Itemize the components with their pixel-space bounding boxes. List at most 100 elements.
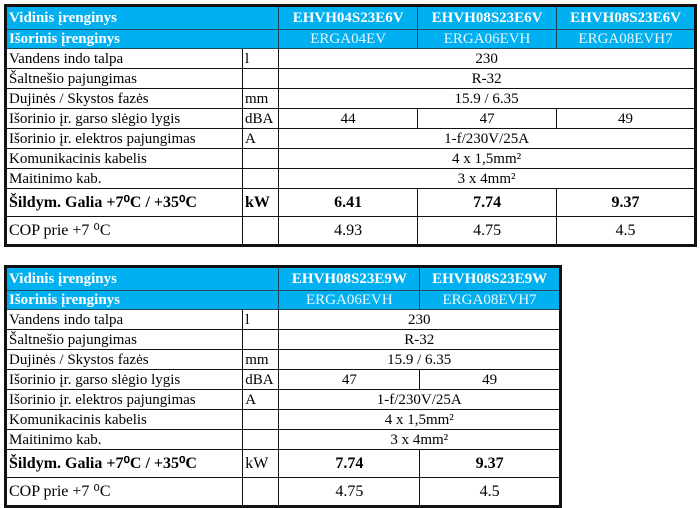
table-row: Komunikacinis kabelis 4 x 1,5mm²	[4, 148, 696, 169]
row-label: Dujinės / Skystos fazės	[4, 88, 244, 109]
row-label: Šaltnešio pajungimas	[4, 329, 244, 350]
row-value: 47	[278, 369, 421, 390]
row-unit: dBA	[242, 108, 280, 129]
row-value: R-32	[278, 329, 561, 350]
table-row: Šaltnešio pajungimas R-32	[4, 329, 561, 350]
row-value: 4 x 1,5mm²	[278, 148, 696, 169]
row-value: 4.75	[417, 216, 558, 246]
row-value: 7.74	[278, 449, 421, 478]
table-row: Vandens indo talpa l 230	[4, 309, 561, 330]
row-label: Išorinio įr. elektros pajungimas	[4, 128, 244, 149]
indoor-unit-label: Vidinis įrenginys	[4, 5, 280, 30]
row-unit: l	[242, 48, 280, 69]
row-value: 7.74	[417, 188, 558, 217]
indoor-model: EHVH08S23E6V	[417, 5, 558, 30]
row-unit: mm	[242, 88, 280, 109]
row-label: Komunikacinis kabelis	[4, 409, 244, 430]
table-row: Komunikacinis kabelis 4 x 1,5mm²	[4, 409, 561, 430]
row-unit	[242, 148, 280, 169]
row-value: 3 x 4mm²	[278, 168, 696, 189]
indoor-model: EHVH04S23E6V	[278, 5, 419, 30]
indoor-model: EHVH08S23E9W	[419, 266, 561, 291]
table-row: Šildym. Galia +7⁰C / +35⁰C kW 6.41 7.74 9.37	[4, 188, 696, 217]
row-value: 1-f/230V/25A	[278, 389, 561, 410]
outdoor-model: ERGA08EVH7	[419, 290, 561, 310]
row-value: 15.9 / 6.35	[278, 349, 561, 370]
table-row: Vandens indo talpa l 230	[4, 48, 696, 69]
row-value: R-32	[278, 68, 696, 89]
table-row: Dujinės / Skystos fazės mm 15.9 / 6.35	[4, 88, 696, 109]
spec-table-1: Vidinis įrenginys EHVH04S23E6V EHVH08S23E6…	[4, 4, 697, 247]
row-unit	[242, 216, 280, 246]
row-label: Šildym. Galia +7⁰C / +35⁰C	[4, 449, 244, 478]
table-row: Dujinės / Skystos fazės mm 15.9 / 6.35	[4, 349, 561, 370]
table-row: COP prie +7 ⁰C 4.93 4.75 4.5	[4, 216, 696, 246]
table-row: Išorinio įr. elektros pajungimas A 1-f/230…	[4, 389, 561, 410]
row-label: Išorinio įr. elektros pajungimas	[4, 389, 244, 410]
row-label: Išorinio įr. garso slėgio lygis	[4, 108, 244, 129]
row-unit	[242, 168, 280, 189]
row-value: 3 x 4mm²	[278, 429, 561, 450]
row-value: 4.5	[556, 216, 696, 246]
outdoor-unit-label: Išorinis įrenginys	[4, 290, 280, 310]
row-label: Išorinio įr. garso slėgio lygis	[4, 369, 244, 390]
outdoor-unit-row: Išorinis įrenginys ERGA04EV ERGA06EVH ERGA0…	[4, 29, 696, 49]
row-unit	[242, 329, 280, 350]
indoor-model: EHVH08S23E9W	[278, 266, 421, 291]
row-value: 4.75	[278, 477, 421, 507]
row-value: 9.37	[419, 449, 561, 478]
row-value: 4.5	[419, 477, 561, 507]
row-unit: kW	[242, 449, 280, 478]
spec-table-2: Vidinis įrenginys EHVH08S23E9W EHVH08S23E9…	[4, 265, 562, 508]
row-value: 15.9 / 6.35	[278, 88, 696, 109]
row-value: 49	[556, 108, 696, 129]
table-row: Išorinio įr. garso slėgio lygis dBA 47 49	[4, 369, 561, 390]
indoor-unit-label: Vidinis įrenginys	[4, 266, 280, 291]
row-unit: l	[242, 309, 280, 330]
row-value: 47	[417, 108, 558, 129]
table-row: Išorinio įr. elektros pajungimas A 1-f/230…	[4, 128, 696, 149]
row-value: 49	[419, 369, 561, 390]
row-value: 4 x 1,5mm²	[278, 409, 561, 430]
row-unit: A	[242, 389, 280, 410]
outdoor-unit-row: Išorinis įrenginys ERGA06EVH ERGA08EVH7	[4, 290, 561, 310]
row-label: Komunikacinis kabelis	[4, 148, 244, 169]
row-label: Maitinimo kab.	[4, 168, 244, 189]
table-row: COP prie +7 ⁰C 4.75 4.5	[4, 477, 561, 507]
outdoor-unit-label: Išorinis įrenginys	[4, 29, 280, 49]
row-unit: mm	[242, 349, 280, 370]
row-label: COP prie +7 ⁰C	[4, 216, 244, 246]
row-unit	[242, 477, 280, 507]
indoor-unit-row: Vidinis įrenginys EHVH08S23E9W EHVH08S23E9…	[4, 266, 561, 291]
outdoor-model: ERGA08EVH7	[556, 29, 696, 49]
row-value: 6.41	[278, 188, 419, 217]
row-unit	[242, 68, 280, 89]
row-label: Vandens indo talpa	[4, 48, 244, 69]
row-unit	[242, 409, 280, 430]
row-label: Maitinimo kab.	[4, 429, 244, 450]
indoor-model: EHVH08S23E6V	[556, 5, 696, 30]
table-row: Maitinimo kab. 3 x 4mm²	[4, 429, 561, 450]
row-label: COP prie +7 ⁰C	[4, 477, 244, 507]
row-unit: kW	[242, 188, 280, 217]
table-row: Šaltnešio pajungimas R-32	[4, 68, 696, 89]
row-label: Šildym. Galia +7⁰C / +35⁰C	[4, 188, 244, 217]
row-value: 230	[278, 48, 696, 69]
row-value: 9.37	[556, 188, 696, 217]
row-value: 1-f/230V/25A	[278, 128, 696, 149]
outdoor-model: ERGA04EV	[278, 29, 419, 49]
table-row: Išorinio įr. garso slėgio lygis dBA 44 47 49	[4, 108, 696, 129]
outdoor-model: ERGA06EVH	[417, 29, 558, 49]
table-row: Šildym. Galia +7⁰C / +35⁰C kW 7.74 9.37	[4, 449, 561, 478]
row-unit: dBA	[242, 369, 280, 390]
indoor-unit-row: Vidinis įrenginys EHVH04S23E6V EHVH08S23E6…	[4, 5, 696, 30]
table-row: Maitinimo kab. 3 x 4mm²	[4, 168, 696, 189]
row-unit: A	[242, 128, 280, 149]
outdoor-model: ERGA06EVH	[278, 290, 421, 310]
row-value: 230	[278, 309, 561, 330]
row-value: 44	[278, 108, 419, 129]
row-label: Šaltnešio pajungimas	[4, 68, 244, 89]
row-unit	[242, 429, 280, 450]
row-label: Vandens indo talpa	[4, 309, 244, 330]
row-label: Dujinės / Skystos fazės	[4, 349, 244, 370]
